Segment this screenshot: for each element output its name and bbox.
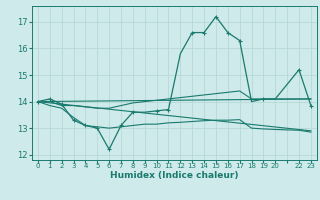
X-axis label: Humidex (Indice chaleur): Humidex (Indice chaleur) — [110, 171, 239, 180]
